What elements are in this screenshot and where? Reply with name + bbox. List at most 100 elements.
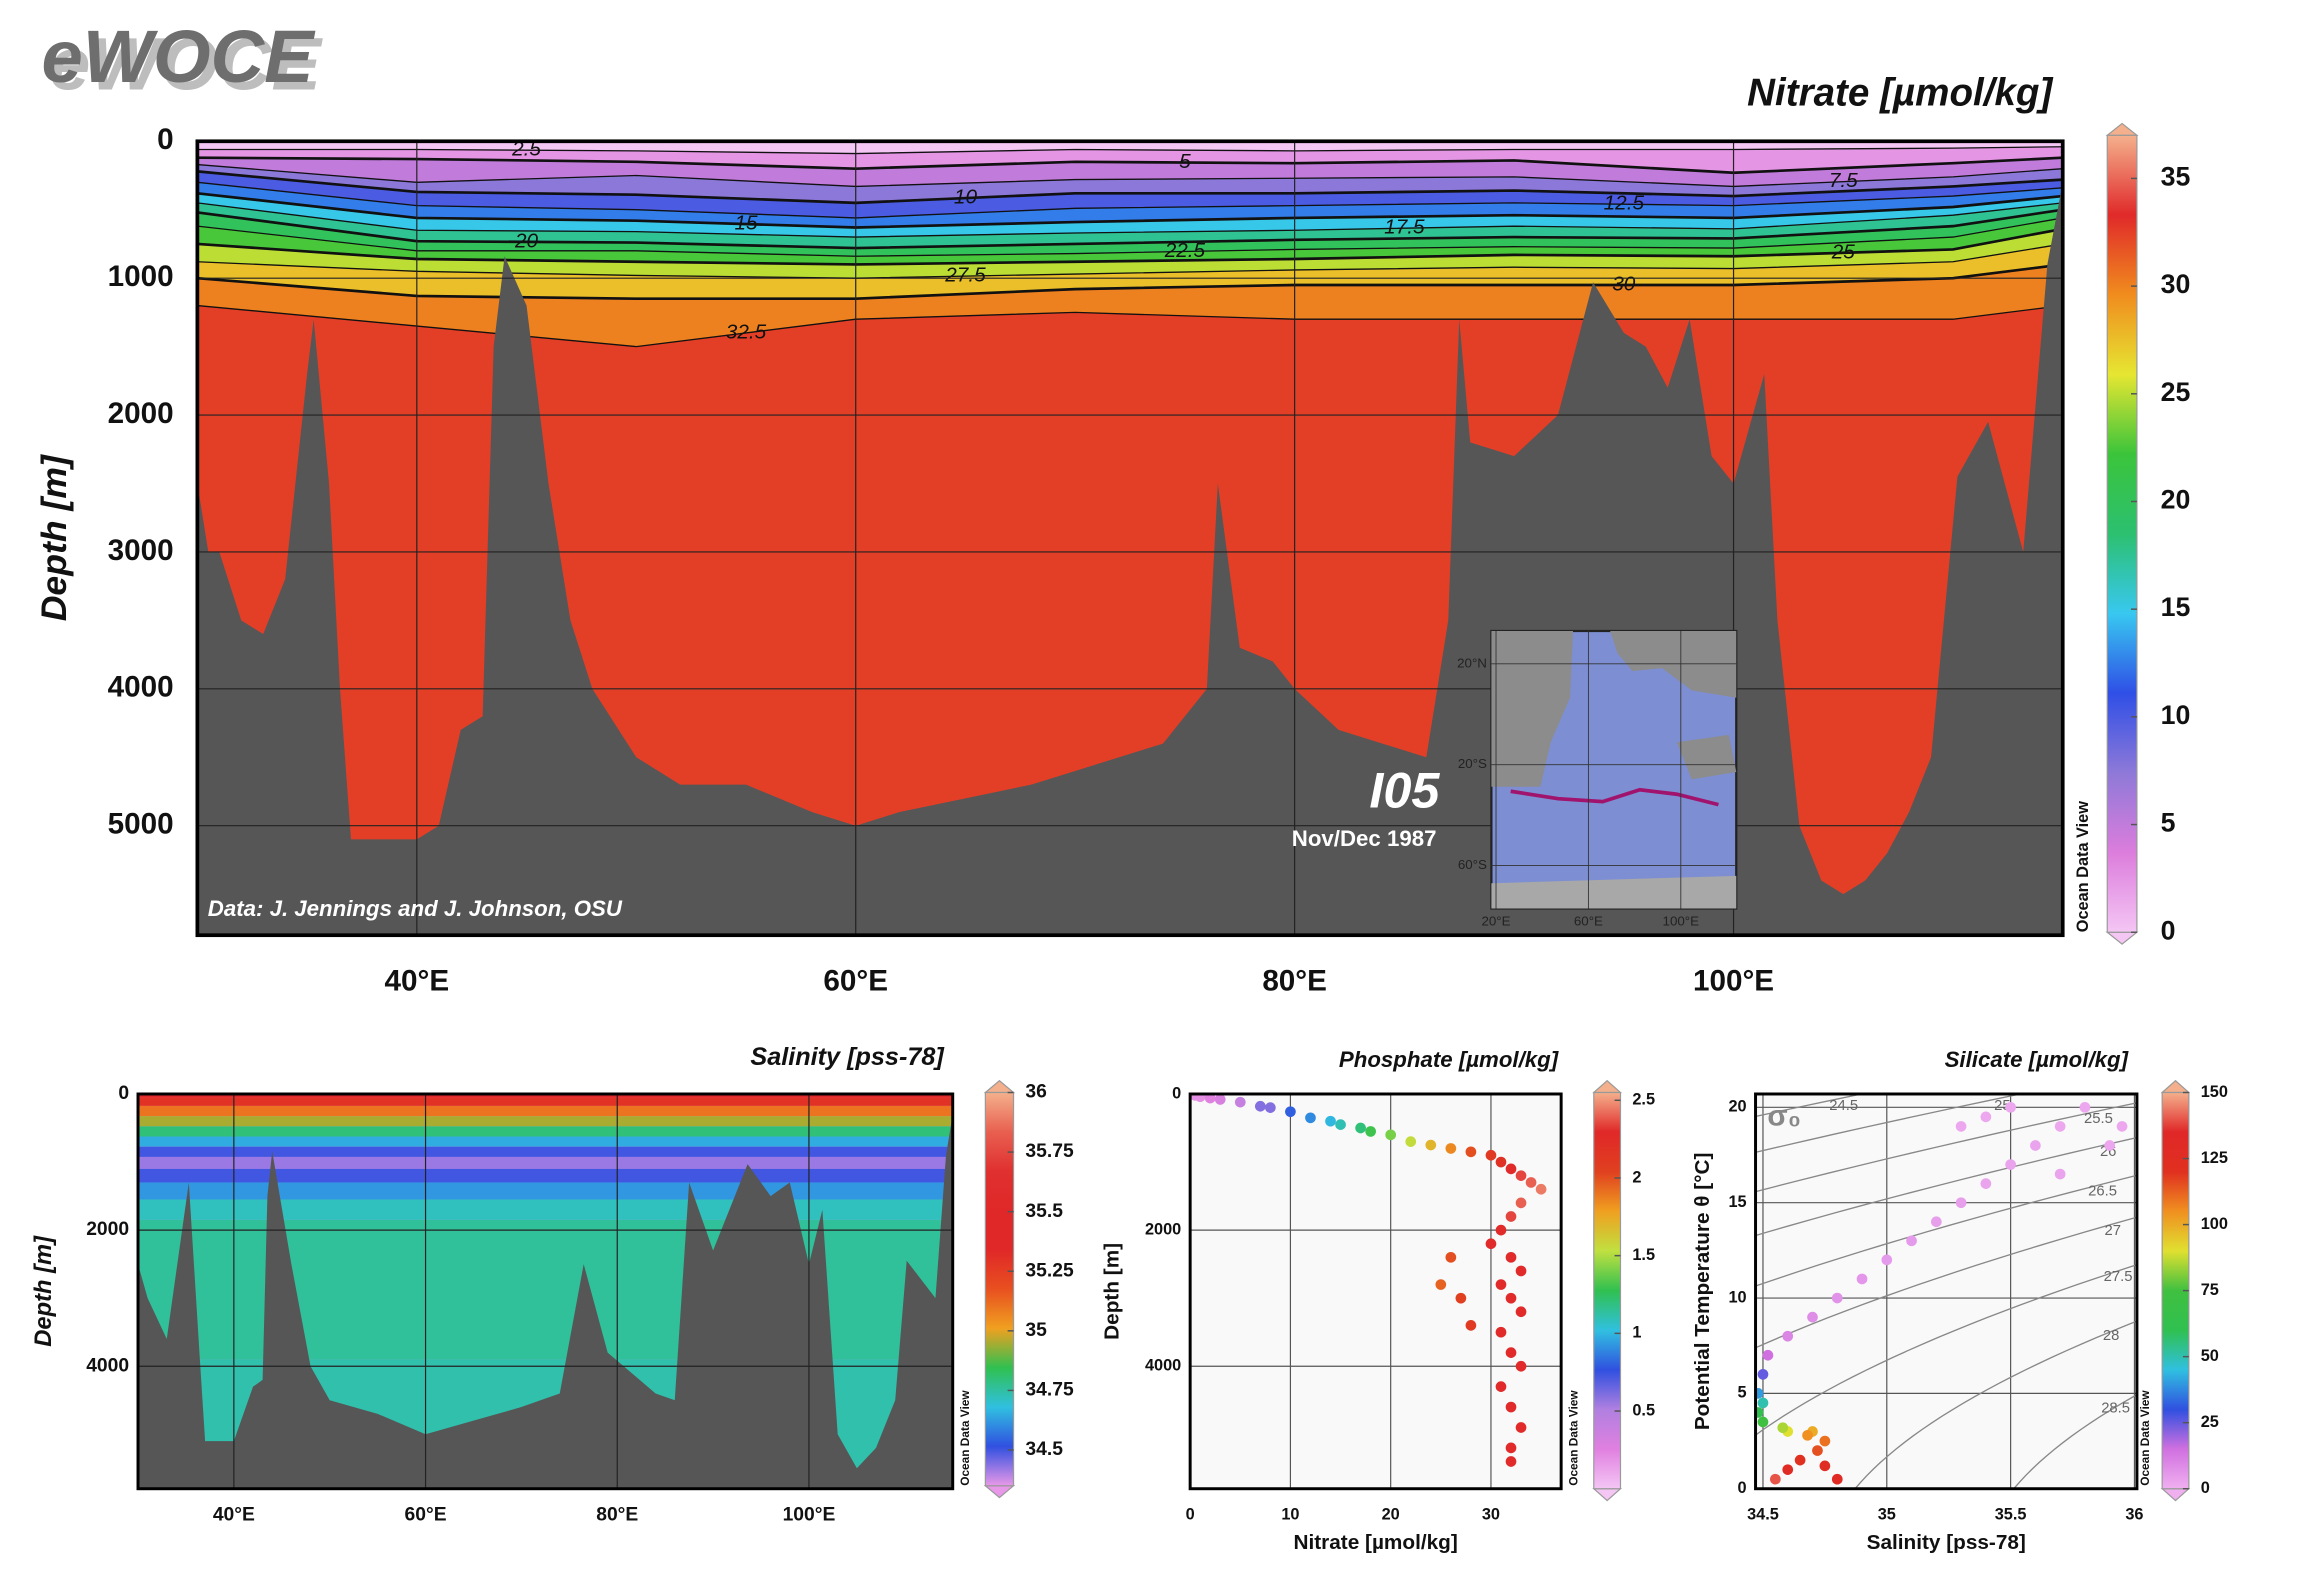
colorbar xyxy=(2106,134,2138,933)
data-point xyxy=(1485,1238,1497,1250)
y-tick-label: 5 xyxy=(1738,1384,1747,1402)
inset-y-label: 20°S xyxy=(1458,756,1487,771)
profile-band xyxy=(138,1105,953,1117)
data-point xyxy=(1335,1119,1346,1130)
colorbar-tick-label: 35.75 xyxy=(1025,1141,1074,1162)
colorbar-tick-label: 35 xyxy=(1025,1320,1047,1341)
contour-label: 12.5 xyxy=(1604,192,1645,215)
data-point xyxy=(1856,1273,1868,1285)
x-tick-label: 35.5 xyxy=(1995,1506,2027,1524)
data-point xyxy=(1881,1254,1893,1266)
y-axis-label: Depth [m] xyxy=(1100,1243,1123,1340)
y-tick-label: 1000 xyxy=(108,260,174,293)
data-point xyxy=(1515,1360,1527,1372)
data-point xyxy=(1214,1094,1226,1105)
colorbar-tick-label: 1.5 xyxy=(1632,1246,1655,1264)
data-point xyxy=(1485,1149,1497,1161)
contour-line xyxy=(197,156,2063,175)
x-tick-label: 30 xyxy=(1482,1506,1500,1524)
contour-line xyxy=(197,163,2063,188)
colorbar-tick-label: 35.25 xyxy=(1025,1260,1074,1281)
data-point xyxy=(1285,1106,1296,1118)
x-tick-label: 100°E xyxy=(1693,965,1774,998)
colorbar-bottom-arrow xyxy=(2160,1488,2191,1502)
profile-band xyxy=(138,1182,953,1200)
y-tick-label: 2000 xyxy=(86,1219,129,1240)
data-point xyxy=(1980,1178,1992,1189)
colorbar-bottom-arrow xyxy=(1592,1488,1623,1502)
contour-label: 15 xyxy=(734,212,758,235)
colorbar-tick-label: 150 xyxy=(2201,1083,2228,1101)
inset-track xyxy=(1510,787,1719,807)
data-point xyxy=(1802,1429,1813,1441)
contour-line xyxy=(197,227,2063,266)
watermark: Ocean Data View xyxy=(2074,801,2092,932)
y-tick-label: 5000 xyxy=(108,808,174,841)
data-point xyxy=(2005,1101,2016,1113)
contour-label: 2.5 xyxy=(511,138,541,161)
contour-label: 10 xyxy=(954,186,978,209)
contour-label: 5 xyxy=(1179,150,1191,173)
isopycnal-label: 25.5 xyxy=(2084,1111,2113,1127)
colorbar-tick-label: 34.75 xyxy=(1025,1380,1074,1401)
colorbar-tick-label: 10 xyxy=(2161,700,2191,730)
data-point xyxy=(1194,1093,1206,1103)
x-tick-label: 34.5 xyxy=(1747,1506,1779,1524)
x-tick-label: 36 xyxy=(2125,1506,2143,1524)
colorbar xyxy=(1593,1091,1622,1490)
y-tick-label: 2000 xyxy=(108,397,174,430)
data-point xyxy=(1525,1177,1537,1188)
inset-land xyxy=(1610,630,1737,698)
data-point xyxy=(1495,1381,1507,1392)
plot-area xyxy=(1190,1093,1562,1489)
y-tick-label: 10 xyxy=(1728,1288,1746,1306)
y-tick-label: 4000 xyxy=(108,671,174,704)
colorbar-tick-label: 2.5 xyxy=(1632,1091,1655,1109)
logo: eWOCE xyxy=(42,15,317,98)
data-point xyxy=(1204,1093,1216,1104)
contour-label: 20 xyxy=(514,229,539,252)
profile-band xyxy=(138,1156,953,1169)
inset-land xyxy=(1491,630,1574,787)
isopycnal xyxy=(1755,1264,2137,1436)
y-tick-label: 0 xyxy=(1738,1479,1747,1497)
isopycnal-label: 27.5 xyxy=(2104,1269,2133,1285)
data-point xyxy=(1955,1197,1967,1209)
data-point xyxy=(1770,1473,1781,1485)
y-tick-label: 4000 xyxy=(86,1355,129,1376)
data-point xyxy=(1755,1388,1764,1399)
data-point xyxy=(1505,1251,1517,1263)
data-point xyxy=(1495,1156,1507,1168)
x-tick-label: 20 xyxy=(1382,1506,1400,1524)
contour-line xyxy=(197,217,2063,257)
data-point xyxy=(1495,1224,1507,1236)
data-point xyxy=(1505,1456,1517,1467)
x-tick-label: 60°E xyxy=(405,1505,447,1526)
data-point xyxy=(1505,1292,1517,1304)
colorbar-tick-label: 35 xyxy=(2161,161,2191,191)
data-point xyxy=(1515,1265,1527,1277)
data-point xyxy=(1980,1111,1992,1123)
colorbar-tick-label: 25 xyxy=(2161,377,2191,407)
contour-line xyxy=(197,181,2063,219)
isopycnal xyxy=(1854,1320,2137,1489)
cruise-date: Nov/Dec 1987 xyxy=(1292,826,1437,851)
data-point xyxy=(1762,1349,1774,1361)
data-point xyxy=(1254,1100,1266,1112)
data-point xyxy=(2079,1101,2091,1113)
x-tick-label: 40°E xyxy=(213,1505,255,1526)
profile-band xyxy=(138,1146,953,1157)
data-point xyxy=(1515,1170,1527,1182)
data-point xyxy=(1782,1464,1794,1475)
colorbar-tick-label: 30 xyxy=(2161,269,2191,299)
data-point xyxy=(2054,1121,2066,1132)
colorbar-top-arrow xyxy=(983,1079,1016,1094)
contour-label: 27.5 xyxy=(944,264,986,287)
data-point xyxy=(1777,1422,1789,1434)
y-tick-label: 2000 xyxy=(1145,1220,1181,1238)
data-point xyxy=(1465,1146,1477,1158)
colorbar-tick-label: 5 xyxy=(2161,808,2176,838)
data-point xyxy=(2116,1121,2128,1132)
